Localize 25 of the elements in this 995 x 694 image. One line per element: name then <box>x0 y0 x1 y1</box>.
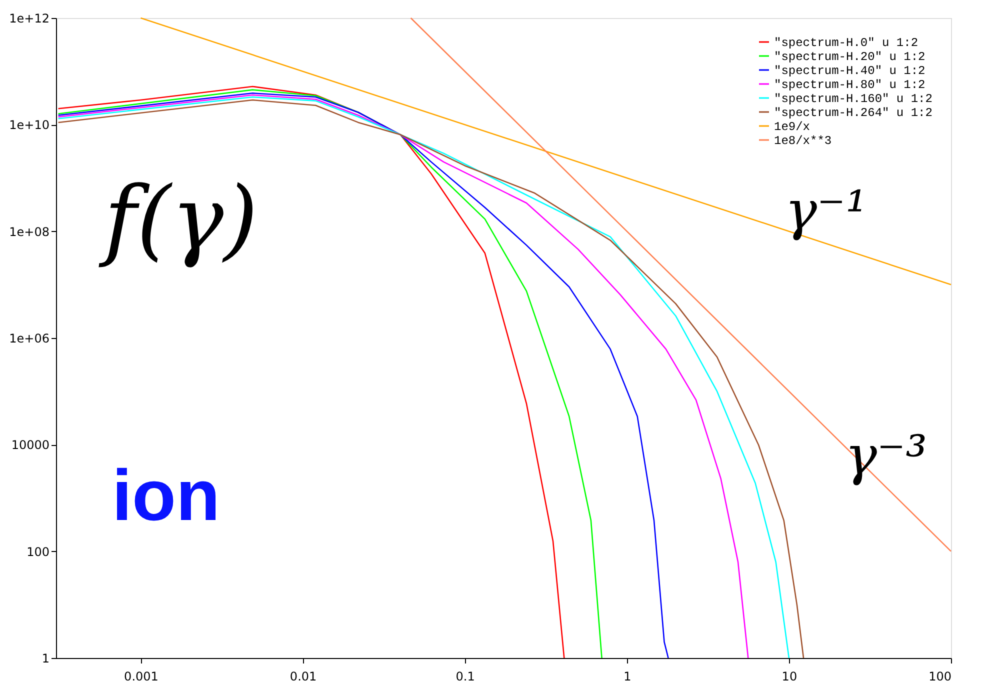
y-tick-label: 1e+08 <box>9 224 50 239</box>
y-tick-label: 1 <box>42 652 50 666</box>
y-tick-label: 1e+10 <box>9 118 50 132</box>
annotation: ion <box>112 456 220 536</box>
y-tick-label: 100 <box>26 544 50 559</box>
x-tick-label: 0.01 <box>290 670 317 684</box>
x-tick-label: 100 <box>928 670 952 684</box>
legend-label: "spectrum-H.20" u 1:2 <box>774 50 926 64</box>
x-tick-label: 10 <box>782 670 798 684</box>
legend-label: "spectrum-H.0" u 1:2 <box>774 36 918 50</box>
annotation: γ⁻¹ <box>784 179 868 242</box>
legend-label: 1e8/x**3 <box>774 134 832 148</box>
y-tick-label: 10000 <box>11 438 50 452</box>
y-tick-label: 1e+12 <box>9 12 50 26</box>
legend-label: "spectrum-H.80" u 1:2 <box>774 78 926 92</box>
legend-label: "spectrum-H.160" u 1:2 <box>774 92 932 106</box>
x-tick-label: 0.1 <box>456 670 475 684</box>
annotation: γ⁻³ <box>844 424 928 487</box>
y-tick-label: 1e+06 <box>9 332 50 346</box>
annotation: f(γ) <box>98 167 258 270</box>
legend-label: "spectrum-H.40" u 1:2 <box>774 64 926 78</box>
legend-label: 1e9/x <box>774 120 810 134</box>
legend-label: "spectrum-H.264" u 1:2 <box>774 106 932 120</box>
x-tick-label: 0.001 <box>124 670 158 684</box>
x-tick-label: 1 <box>624 670 632 684</box>
